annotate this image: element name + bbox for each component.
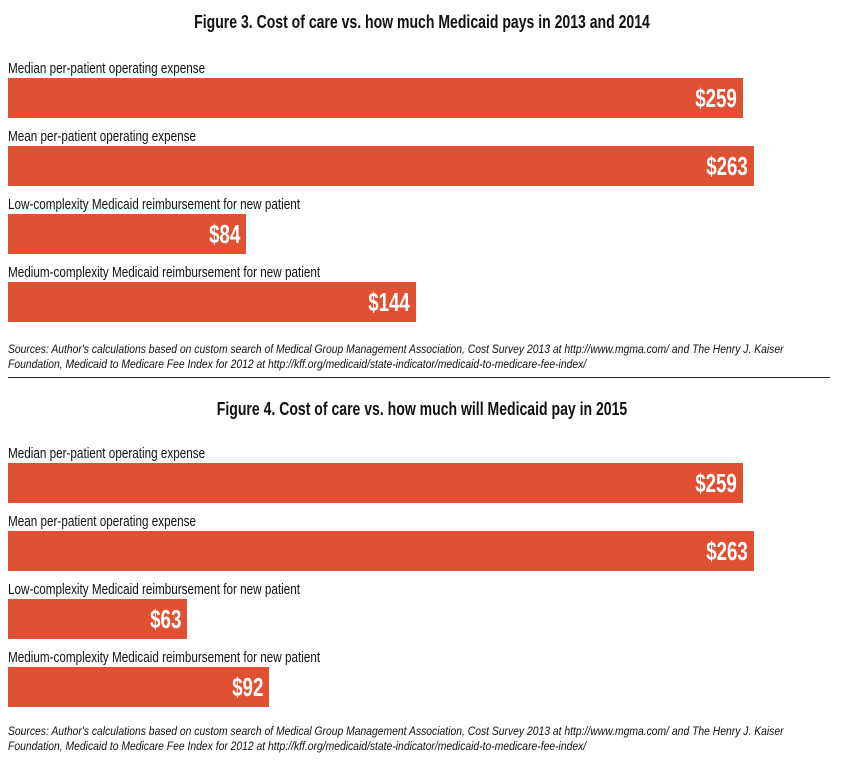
bar-value-label: $259 — [695, 83, 737, 113]
bar: $144 — [8, 282, 416, 322]
category-label: Medium-complexity Medicaid reimbursement… — [8, 649, 321, 666]
category-label: Mean per-patient operating expense — [8, 513, 196, 530]
category-label: Low-complexity Medicaid reimbursement fo… — [8, 196, 300, 213]
bar: $84 — [8, 214, 246, 254]
bar-value-label: $63 — [149, 604, 181, 634]
category-label: Medium-complexity Medicaid reimbursement… — [8, 264, 321, 281]
category-label: Median per-patient operating expense — [8, 60, 206, 77]
bar: $259 — [8, 463, 743, 503]
category-label: Low-complexity Medicaid reimbursement fo… — [8, 581, 300, 598]
bar-value-label: $144 — [368, 287, 410, 317]
sources-note: Sources: Author's calculations based on … — [8, 344, 784, 371]
bar-value-label: $263 — [706, 151, 748, 181]
bar: $263 — [8, 531, 754, 571]
figure-3-chart: Figure 3. Cost of care vs. how much Medi… — [0, 0, 844, 376]
bar: $92 — [8, 667, 269, 707]
bar: $259 — [8, 78, 743, 118]
figure-divider — [8, 377, 830, 378]
bar: $63 — [8, 599, 187, 639]
bar-value-label: $92 — [231, 672, 263, 702]
bar: $263 — [8, 146, 754, 186]
bar-value-label: $263 — [706, 536, 748, 566]
category-label: Mean per-patient operating expense — [8, 128, 196, 145]
bar-value-label: $84 — [208, 219, 240, 249]
figure-4-chart: Figure 4. Cost of care vs. how much will… — [0, 382, 844, 775]
sources-note: Sources: Author's calculations based on … — [8, 726, 784, 753]
chart-title: Figure 3. Cost of care vs. how much Medi… — [194, 12, 650, 32]
category-label: Median per-patient operating expense — [8, 445, 206, 462]
bar-value-label: $259 — [695, 468, 737, 498]
chart-title: Figure 4. Cost of care vs. how much will… — [216, 399, 628, 419]
